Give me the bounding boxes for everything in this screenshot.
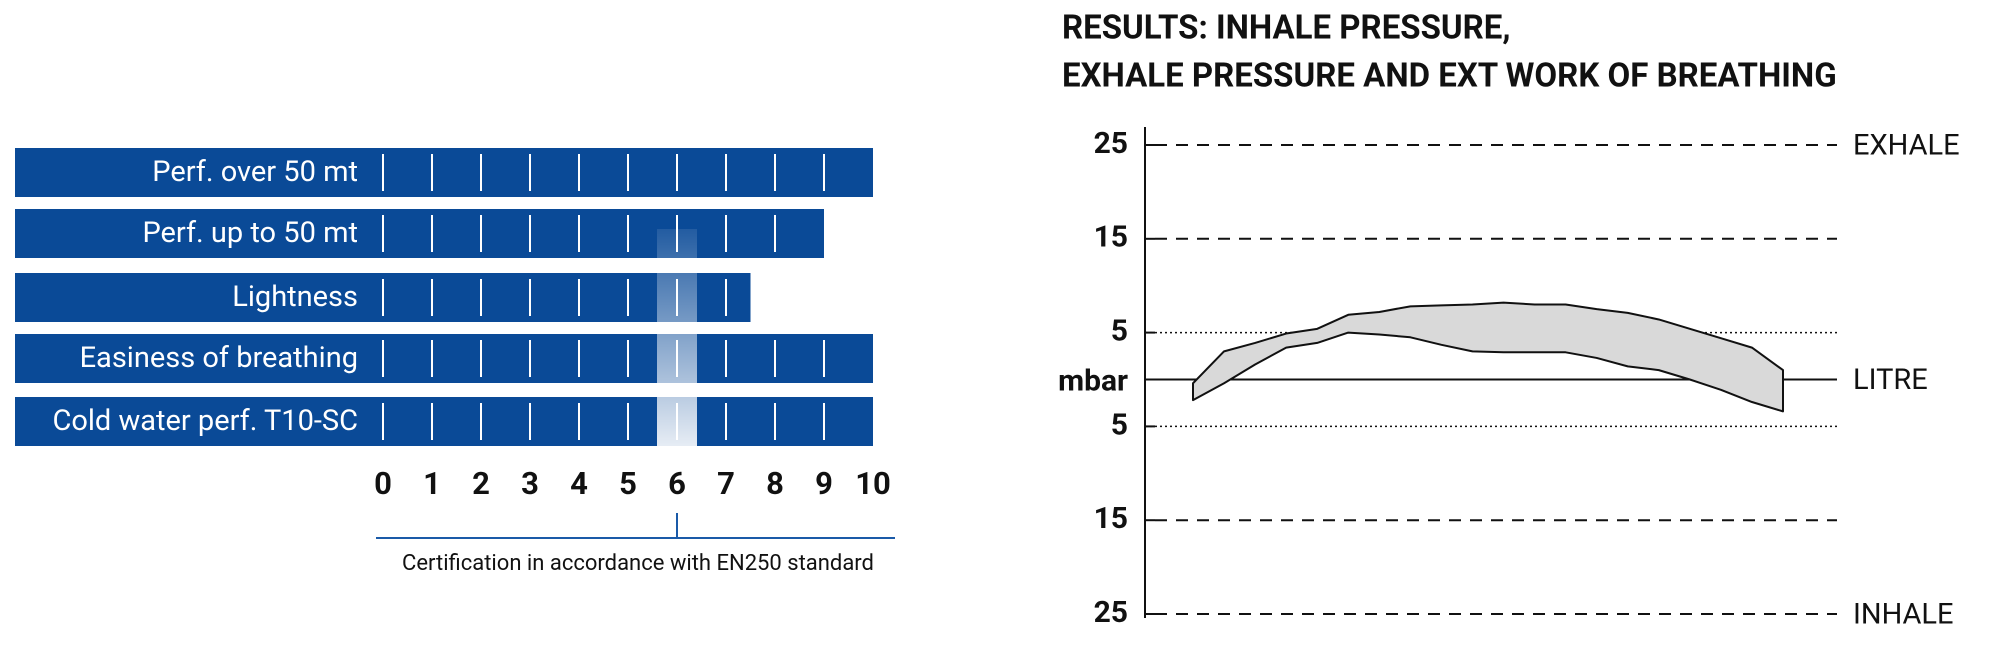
- category-label: Easiness of breathing: [80, 341, 358, 375]
- chart-title: RESULTS: INHALE PRESSURE,: [1062, 9, 1510, 48]
- y-tick-label: 15: [1094, 501, 1128, 536]
- x-tick-label: 7: [717, 465, 735, 502]
- bar: [15, 209, 824, 258]
- x-tick-label: 10: [855, 465, 891, 502]
- y-tick-label: 25: [1094, 595, 1128, 630]
- y-tick-label: 5: [1111, 314, 1128, 349]
- category-label: Lightness: [232, 280, 358, 314]
- x-tick-label: 1: [423, 465, 441, 502]
- annotation: INHALE: [1853, 598, 1954, 632]
- x-tick-label: 2: [472, 465, 490, 502]
- annotation: EXHALE: [1853, 129, 1960, 163]
- y-tick-label: 15: [1094, 220, 1128, 255]
- bar: [15, 334, 873, 383]
- bar: [15, 397, 873, 446]
- y-tick-label: 25: [1094, 126, 1128, 161]
- x-tick-label: 0: [374, 465, 392, 502]
- annotation: LITRE: [1853, 363, 1928, 397]
- y-label: mbar: [1058, 363, 1128, 398]
- x-tick-label: 4: [570, 465, 588, 502]
- caption: Certification in accordance with EN250 s…: [402, 551, 874, 576]
- bar: [15, 148, 873, 197]
- x-tick-label: 3: [521, 465, 539, 502]
- chart-title: EXHALE PRESSURE AND EXT WORK OF BREATHIN…: [1062, 57, 1837, 96]
- category-label: Perf. up to 50 mt: [142, 216, 358, 250]
- category-label: Perf. over 50 mt: [152, 155, 358, 189]
- x-tick-label: 5: [619, 465, 637, 502]
- x-tick-label: 9: [815, 465, 833, 502]
- loop-area: [1192, 301, 1784, 413]
- x-tick-label: 6: [668, 465, 686, 502]
- x-tick-label: 8: [766, 465, 784, 502]
- highlight-column: [657, 229, 697, 446]
- y-tick-label: 5: [1111, 407, 1128, 442]
- category-label: Cold water perf. T10-SC: [52, 404, 358, 438]
